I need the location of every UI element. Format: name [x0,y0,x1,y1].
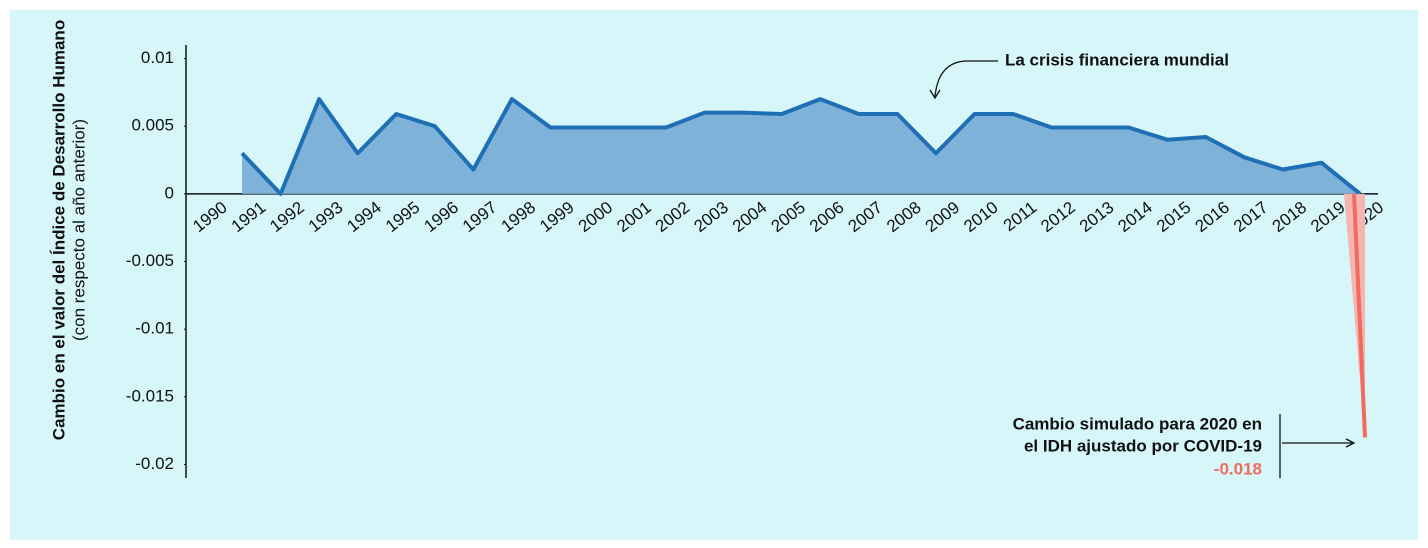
annotation-arrow [934,60,998,98]
y-tick-label: -0.01 [135,319,174,338]
y-axis-subtitle: (con respecto al año anterior) [69,119,88,341]
y-tick-label: -0.005 [126,251,174,270]
y-axis-title: Cambio en el valor del Índice de Desarro… [49,20,68,440]
area [1344,193,1365,438]
background [10,10,1418,540]
annotation: el IDH ajustado por COVID-19 [1024,436,1262,455]
y-tick-label: 0.005 [131,116,174,135]
annotation: La crisis financiera mundial [1005,50,1229,69]
area [242,99,1360,194]
annotation: Cambio simulado para 2020 en [1013,414,1262,433]
arrow-head [929,89,941,100]
y-tick-label: 0 [165,183,174,202]
line [240,97,1362,196]
data-label: -0.018 [1214,459,1262,478]
line [1352,193,1367,438]
arrow-head [1345,438,1356,448]
y-tick-label: -0.015 [126,386,174,405]
y-tick-label: -0.02 [135,454,174,473]
y-tick-label: 0.01 [141,48,174,67]
